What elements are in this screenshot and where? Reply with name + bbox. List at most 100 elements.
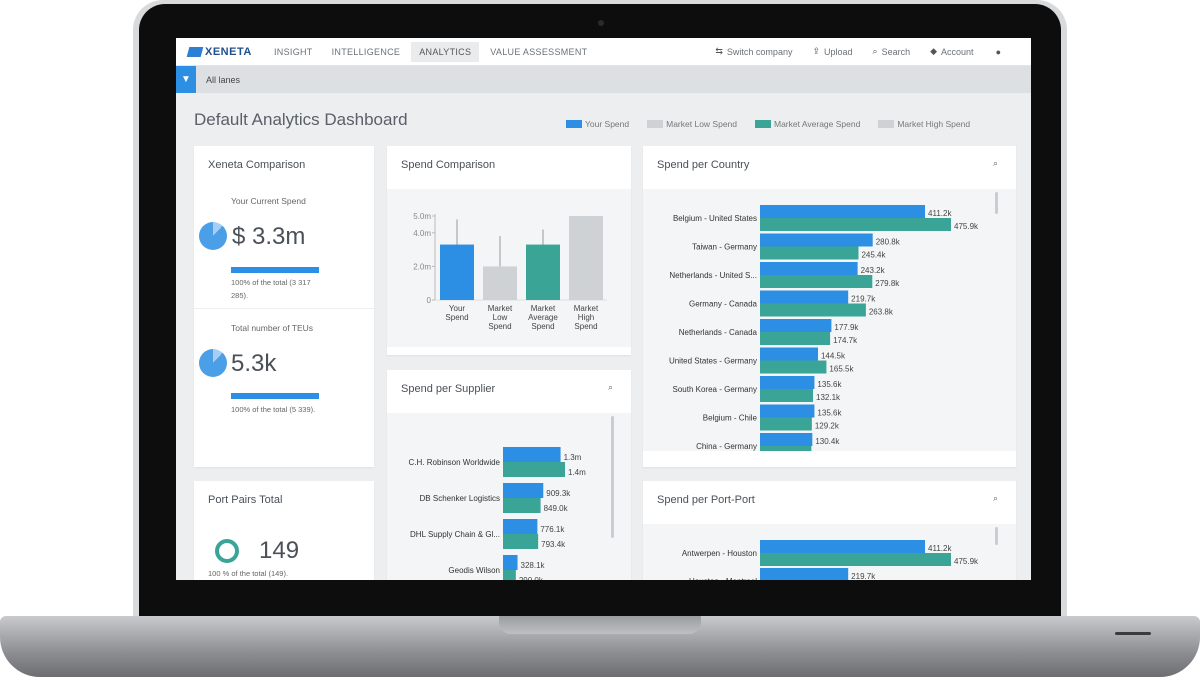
bar xyxy=(503,570,516,580)
search-icon[interactable]: ⌕ xyxy=(607,382,613,392)
category-label: China - Germany xyxy=(696,442,757,451)
data-label: 174.7k xyxy=(833,336,858,345)
x-tick-label: Your xyxy=(449,304,466,313)
bar xyxy=(760,360,827,374)
search-button[interactable]: ⌕ Search xyxy=(873,46,911,57)
spend-pie-icon xyxy=(199,222,227,250)
chart-area: 0 2.0m 4.0m 5.0m Your Spend Market Low Spend Mark… xyxy=(387,189,631,347)
tab-value-assessment[interactable]: VALUE ASSESSMENT xyxy=(490,46,588,57)
data-label: 144.5k xyxy=(821,352,846,361)
bar xyxy=(760,404,815,418)
bar xyxy=(760,303,866,317)
chart-area: Belgium - United States 411.2k 475.9k Taiwa… xyxy=(643,189,1016,459)
bar xyxy=(760,205,926,218)
bar xyxy=(760,540,926,553)
search-icon[interactable]: ⌕ xyxy=(992,158,998,168)
teu-share-bar xyxy=(231,393,319,399)
x-tick-label: Market xyxy=(488,304,513,313)
x-tick-label: Spend xyxy=(488,322,511,331)
data-label: 245.4k xyxy=(861,251,886,260)
tab-intelligence[interactable]: INTELLIGENCE xyxy=(331,46,401,57)
current-spend-value: $ 3.3m xyxy=(232,223,306,250)
laptop-notch xyxy=(499,616,701,634)
scrollbar[interactable] xyxy=(995,192,998,214)
camera-icon xyxy=(598,20,604,26)
data-label: 279.8k xyxy=(875,279,900,288)
x-tick-label: Market xyxy=(531,304,556,313)
search-icon[interactable]: ⌕ xyxy=(992,493,998,503)
current-spend-label: Your Current Spend xyxy=(231,196,306,206)
data-label: 129.2k xyxy=(815,422,840,431)
bar xyxy=(760,389,814,402)
data-label: 280.8k xyxy=(876,238,901,247)
data-label: 776.1k xyxy=(540,525,565,534)
switch-company-label: Switch company xyxy=(726,46,793,57)
bar xyxy=(440,244,474,300)
data-label: 909.3k xyxy=(546,489,571,498)
spend-per-country-card: Spend per Country ⌕ Belgium - United Sta… xyxy=(643,146,1016,467)
teu-value: 5.3k xyxy=(231,350,277,377)
y-tick-label: 5.0m xyxy=(413,212,431,221)
tab-analytics[interactable]: ANALYTICS xyxy=(411,41,480,62)
legend-item-market-low[interactable]: Market Low Spend xyxy=(647,119,737,129)
account-button[interactable]: ◆ Account xyxy=(930,46,973,57)
bar xyxy=(503,447,561,462)
bar xyxy=(483,266,517,300)
laptop-slot xyxy=(1115,632,1151,635)
legend-item-market-high[interactable]: Market High Spend xyxy=(878,119,970,129)
account-icon: ◆ xyxy=(930,46,938,56)
legend-swatch xyxy=(878,120,895,128)
scrollbar[interactable] xyxy=(611,416,614,538)
data-label: 132.1k xyxy=(816,393,841,402)
legend-label: Market Low Spend xyxy=(666,119,737,129)
data-label: 793.4k xyxy=(541,540,566,549)
legend-label: Market Average Spend xyxy=(774,119,861,129)
data-label: 135.6k xyxy=(817,380,842,389)
bar xyxy=(526,244,560,300)
data-label: 475.9k xyxy=(954,222,979,231)
data-label: 849.0k xyxy=(544,504,569,513)
data-label: 263.8k xyxy=(869,308,894,317)
category-label: DHL Supply Chain & Gl... xyxy=(410,530,500,539)
data-label: 219.7k xyxy=(851,295,876,304)
data-label: 475.9k xyxy=(954,557,979,566)
switch-company-button[interactable]: ⇆ Switch company xyxy=(715,46,792,57)
data-label: 135.6k xyxy=(817,409,842,418)
user-icon[interactable]: ● xyxy=(995,46,1001,57)
x-tick-label: Average xyxy=(528,313,558,322)
bar xyxy=(503,555,518,570)
card-title: Spend per Country xyxy=(657,159,750,171)
bar xyxy=(760,568,849,580)
y-tick-label: 4.0m xyxy=(413,229,431,238)
teu-share-note: 100% of the total (5 339). xyxy=(231,405,316,414)
spend-share-note: 100% of the total (3 317 285). xyxy=(231,276,311,302)
port-pairs-note: 100 % of the total (149). xyxy=(208,569,289,578)
upload-button[interactable]: ⇪ Upload xyxy=(812,46,852,57)
lane-filter-label[interactable]: All lanes xyxy=(206,74,241,85)
category-label: Taiwan - Germany xyxy=(692,243,757,252)
legend-item-market-average[interactable]: Market Average Spend xyxy=(755,119,860,129)
x-tick-label: Spend xyxy=(574,322,597,331)
card-title: Port Pairs Total xyxy=(208,494,283,506)
search-label: Search xyxy=(881,46,911,57)
data-label: 177.9k xyxy=(834,323,859,332)
scrollbar[interactable] xyxy=(995,527,998,545)
port-pairs-value: 149 xyxy=(259,537,300,564)
tab-insight[interactable]: INSIGHT xyxy=(274,46,313,57)
data-label: 1.3m xyxy=(564,453,582,462)
legend-item-your-spend[interactable]: Your Spend xyxy=(566,119,629,129)
logo-text: XENETA xyxy=(205,45,252,58)
category-label: Geodis Wilson xyxy=(448,566,500,575)
bar xyxy=(760,417,812,431)
xeneta-logo[interactable]: XENETA xyxy=(186,45,266,58)
legend-label: Your Spend xyxy=(585,119,630,129)
bar xyxy=(760,446,812,459)
spend-per-supplier-card: Spend per Supplier ⌕ C.H. Robinson World… xyxy=(387,370,631,580)
ring-chart-icon xyxy=(215,539,239,563)
bar xyxy=(760,376,815,389)
bar xyxy=(760,347,818,361)
filter-button[interactable]: ▼ xyxy=(176,66,196,93)
bar xyxy=(760,233,873,247)
